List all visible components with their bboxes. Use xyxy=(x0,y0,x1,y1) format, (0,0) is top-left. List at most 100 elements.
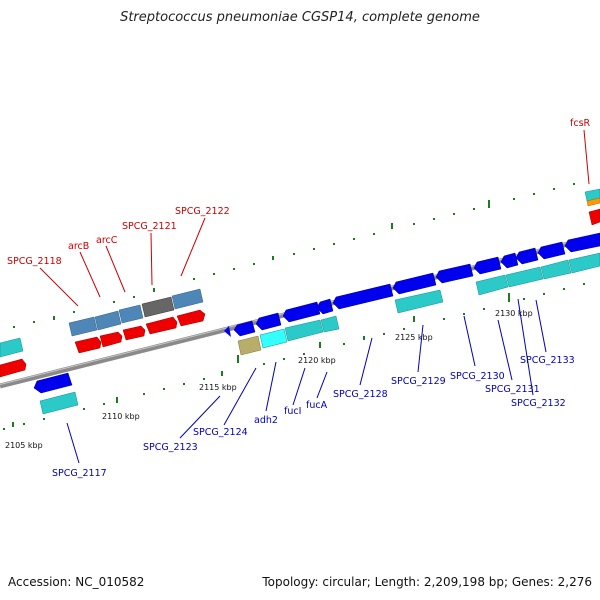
gene-label[interactable]: fucI xyxy=(284,406,301,417)
gene-SPCG_2123-rna[interactable] xyxy=(237,335,262,356)
gene-label[interactable]: SPCG_2128 xyxy=(333,389,388,400)
tick-mark xyxy=(133,296,135,298)
gene-red-cds[interactable] xyxy=(122,325,146,341)
tick-mark xyxy=(523,298,525,300)
gene-label[interactable]: SPCG_2118 xyxy=(7,256,62,267)
tick-mark xyxy=(453,213,455,215)
tick-mark xyxy=(363,336,365,340)
gene-arcB-cds[interactable] xyxy=(74,336,102,354)
gene-fucI-cds[interactable] xyxy=(316,298,334,315)
tick-mark xyxy=(283,358,285,360)
accession-text: Accession: NC_010582 xyxy=(8,575,144,589)
tick-mark xyxy=(233,268,235,270)
gene-arcC-cds[interactable] xyxy=(99,331,123,348)
gene-SPCG_2124-cds[interactable] xyxy=(255,312,282,331)
gene-adh2-rna[interactable] xyxy=(259,328,288,349)
gene-SPCG_2121-cds[interactable] xyxy=(145,316,178,335)
leader-line xyxy=(535,299,547,353)
tick-mark xyxy=(543,293,545,295)
tick-mark xyxy=(319,342,321,348)
gene-SPCG_2129-rna[interactable] xyxy=(394,289,444,314)
gene-label[interactable]: SPCG_2133 xyxy=(520,355,575,366)
gene-SPCG_2130-rna[interactable] xyxy=(475,274,509,296)
tick-mark xyxy=(433,218,435,220)
gene-fcsR-cyan[interactable] xyxy=(584,188,600,202)
gene-label[interactable]: SPCG_2122 xyxy=(175,206,230,217)
gene-arcB-track[interactable] xyxy=(68,316,98,337)
gene-fcsR-orange[interactable] xyxy=(586,197,600,207)
gene-left-red[interactable] xyxy=(0,358,27,378)
gene-track-steel[interactable] xyxy=(118,304,144,324)
minus-strand-genes xyxy=(33,232,600,415)
gene-minus-blue-b[interactable] xyxy=(564,232,600,253)
gene-label[interactable]: SPCG_2132 xyxy=(511,398,566,409)
gene-left-cyan[interactable] xyxy=(0,337,24,358)
gene-label[interactable]: SPCG_2124 xyxy=(193,427,248,438)
gene-right-rna[interactable] xyxy=(568,252,600,274)
gene-SPCG_2133-cds[interactable] xyxy=(515,247,539,265)
gene-label[interactable]: arcC xyxy=(96,235,118,246)
tick-mark xyxy=(213,273,215,275)
gene-label[interactable]: SPCG_2123 xyxy=(143,442,198,453)
tick-mark xyxy=(13,326,15,328)
leader-line xyxy=(292,367,306,406)
tick-mark xyxy=(263,363,265,365)
minus-leaders xyxy=(66,298,547,464)
leader-line xyxy=(517,298,534,396)
topology-text: Topology: circular; Length: 2,209,198 bp… xyxy=(261,575,592,589)
leader-line xyxy=(316,371,328,399)
gene-SPCG_2123-cds[interactable] xyxy=(233,320,256,337)
tick-mark xyxy=(303,353,305,355)
leader-line xyxy=(180,217,206,277)
gene-label[interactable]: SPCG_2131 xyxy=(485,384,540,395)
upper-tick-row xyxy=(13,183,575,328)
gene-adh2-cds[interactable] xyxy=(282,301,321,323)
lower-tick-row xyxy=(3,283,585,430)
gene-label[interactable]: SPCG_2117 xyxy=(52,468,107,479)
tick-mark xyxy=(237,355,239,363)
tick-mark xyxy=(463,313,465,315)
gene-SPCG_2121-track[interactable] xyxy=(141,296,175,318)
tick-mark xyxy=(153,288,155,292)
gene-small-triangle[interactable] xyxy=(224,326,231,337)
gene-label[interactable]: fucA xyxy=(306,400,328,411)
gene-SPCG_2131-rna[interactable] xyxy=(505,266,544,288)
scale-label: 2125 kbp xyxy=(395,333,433,342)
gene-SPCG_2122-cds[interactable] xyxy=(176,309,206,327)
gene-SPCG_2129-cds[interactable] xyxy=(392,272,437,295)
gene-label[interactable]: SPCG_2129 xyxy=(391,376,446,387)
gene-SPCG_2130-cds[interactable] xyxy=(435,263,474,284)
tick-mark xyxy=(373,233,375,235)
gene-label[interactable]: SPCG_2130 xyxy=(450,371,505,382)
leader-line xyxy=(417,324,424,373)
tick-mark xyxy=(313,248,315,250)
scale-label: 2110 kbp xyxy=(102,412,140,421)
tick-mark xyxy=(221,371,223,376)
tick-mark xyxy=(163,388,165,390)
tick-mark xyxy=(573,183,575,185)
tick-mark xyxy=(403,328,405,330)
plus-gene-labels: SPCG_2118 arcB arcC SPCG_2121 SPCG_2122 … xyxy=(7,118,591,267)
map-title: Streptococcus pneumoniae CGSP14, complet… xyxy=(120,10,480,25)
gene-label[interactable]: adh2 xyxy=(254,415,278,426)
gene-SPCG_2117-rna[interactable] xyxy=(39,391,79,415)
gene-minus-blue-a[interactable] xyxy=(537,241,566,260)
gene-fucA-rna[interactable] xyxy=(320,315,340,333)
gene-fucI-rna[interactable] xyxy=(284,319,324,342)
tick-mark xyxy=(103,403,105,405)
gene-label[interactable]: arcB xyxy=(68,241,89,252)
gene-label[interactable]: SPCG_2121 xyxy=(122,221,177,232)
gene-SPCG_2122-track[interactable] xyxy=(171,288,204,310)
gene-fcsR-red[interactable] xyxy=(588,208,600,226)
gene-SPCG_2133-rna[interactable] xyxy=(540,259,572,280)
leader-line xyxy=(39,267,79,307)
tick-mark xyxy=(443,318,445,320)
leader-line xyxy=(359,337,373,386)
gene-SPCG_2128-cds[interactable] xyxy=(332,283,394,310)
gene-arcC-track[interactable] xyxy=(94,310,122,331)
tick-mark xyxy=(391,223,393,229)
gene-label[interactable]: fcsR xyxy=(570,118,591,129)
gene-SPCG_2131-cds[interactable] xyxy=(473,256,502,275)
gene-SPCG_2132-cds[interactable] xyxy=(500,252,519,269)
gene-SPCG_2117-cds[interactable] xyxy=(33,372,73,394)
